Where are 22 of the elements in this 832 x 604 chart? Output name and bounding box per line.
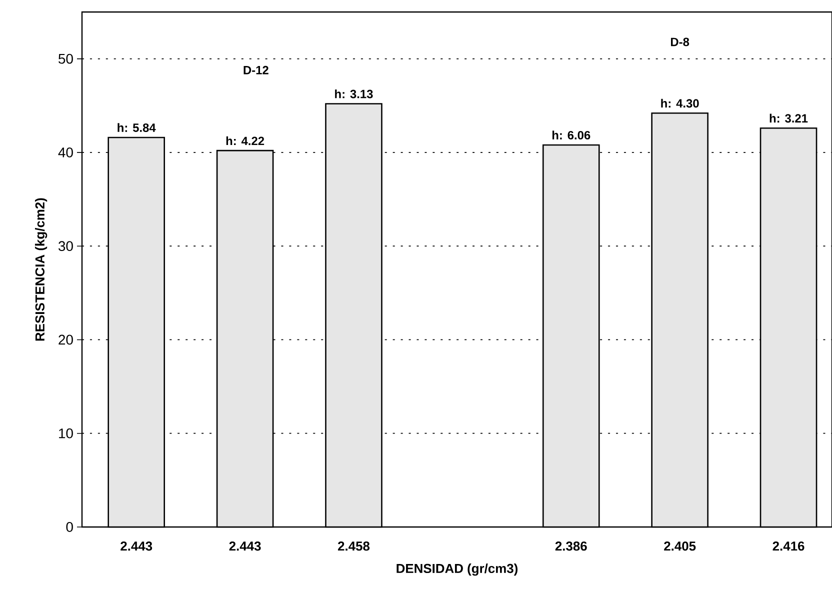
y-axis-title: RESISTENCIA (kg/cm2) xyxy=(34,198,48,341)
annotation: h: 6.06 xyxy=(552,130,590,140)
x-tick-label: 2.443 xyxy=(229,542,261,551)
y-tick-label: 20 xyxy=(58,334,73,345)
x-tick-label: 2.386 xyxy=(555,542,587,551)
y-tick-label: 50 xyxy=(58,54,73,64)
y-tick-label: 0 xyxy=(66,522,73,532)
x-tick-label: 2.416 xyxy=(772,542,804,551)
annotation: h: 5.84 xyxy=(118,123,156,132)
annotation: h: 4.30 xyxy=(661,98,699,108)
annotation: h: 4.22 xyxy=(226,136,264,146)
x-tick-label: 2.405 xyxy=(664,542,696,551)
y-tick-label: 40 xyxy=(58,148,73,158)
annotation: D-12 xyxy=(244,66,268,74)
y-tick-label: 10 xyxy=(59,428,73,438)
y-tick-label: 30 xyxy=(58,241,73,252)
x-tick-label: 2.443 xyxy=(120,542,152,551)
x-axis-title: DENSIDAD (gr/cm3) xyxy=(396,564,518,576)
annotation: h: 3.13 xyxy=(335,89,373,98)
annotation: h: 3.21 xyxy=(770,114,808,123)
x-tick-label: 2.458 xyxy=(338,542,370,551)
annotation: D-8 xyxy=(670,38,690,46)
